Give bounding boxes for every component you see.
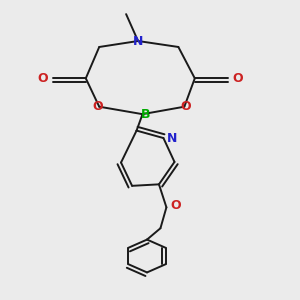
Text: O: O (233, 72, 243, 85)
Text: N: N (133, 34, 143, 47)
Text: B: B (141, 108, 150, 121)
Text: O: O (170, 199, 181, 212)
Text: O: O (181, 100, 191, 113)
Text: N: N (167, 132, 177, 145)
Text: O: O (92, 100, 103, 113)
Text: O: O (37, 72, 48, 85)
